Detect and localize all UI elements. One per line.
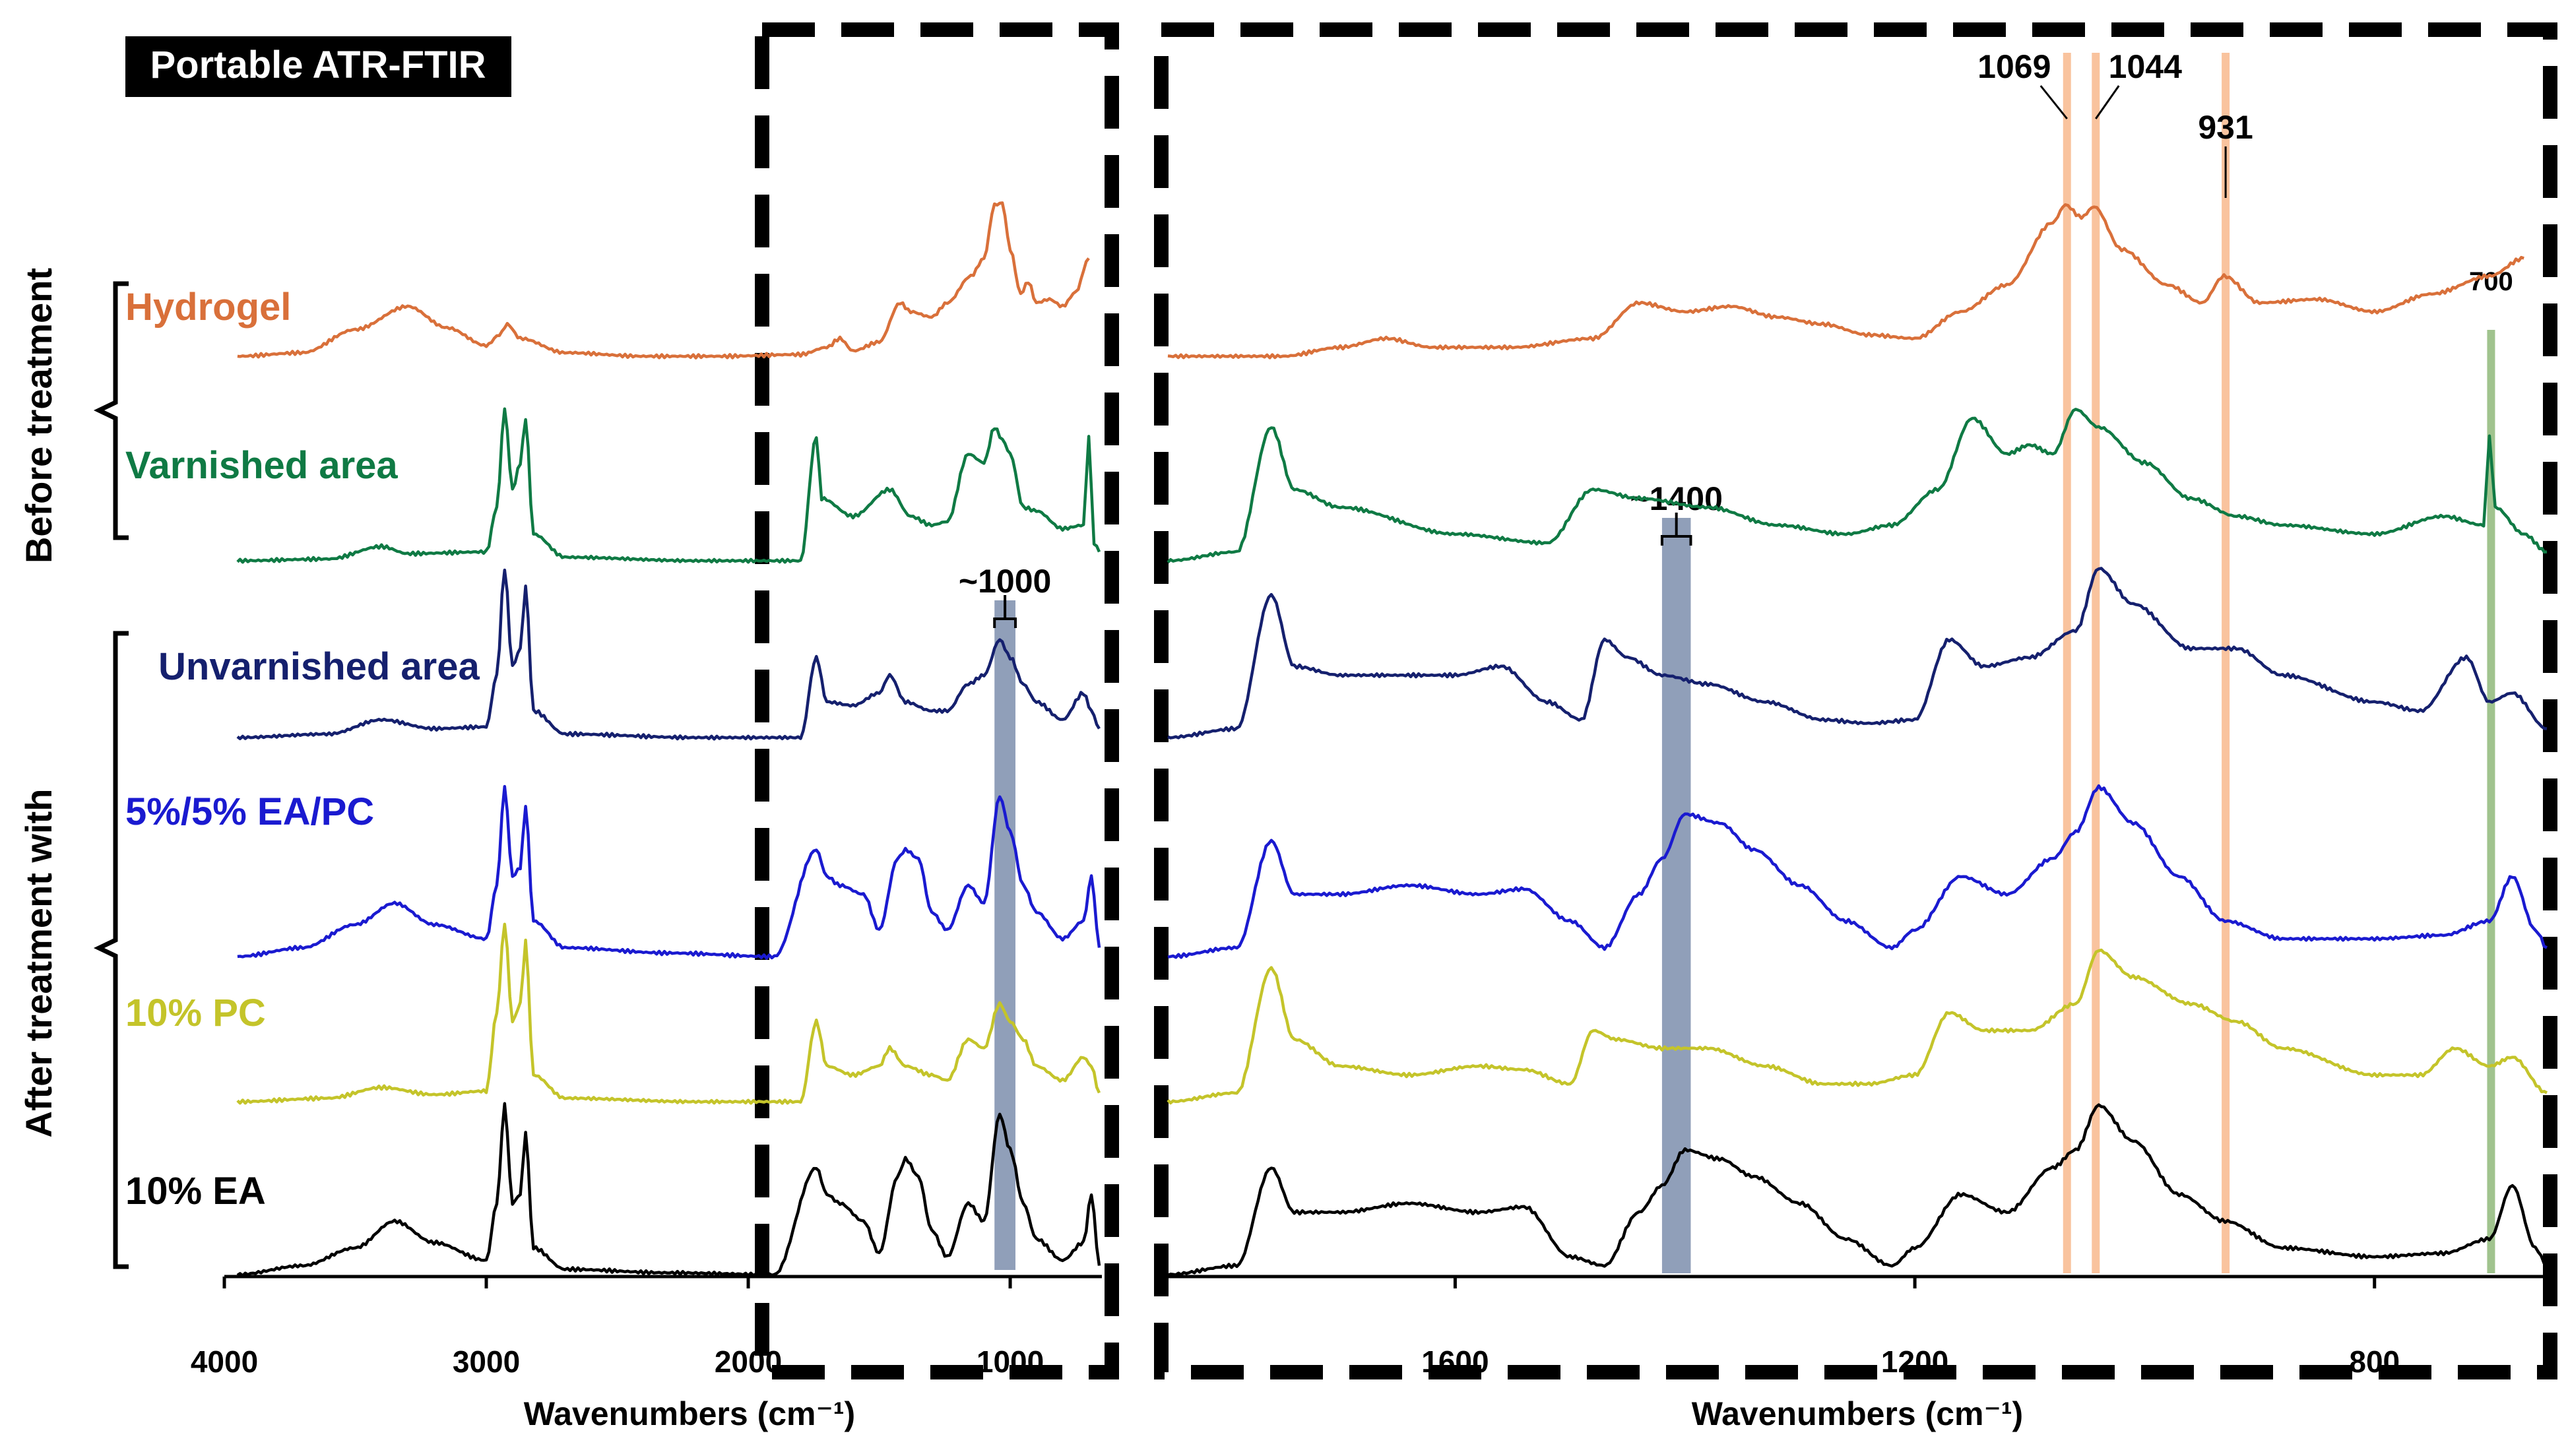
series-labels: Hydrogel Varnished area Unvarnished area 5%… (125, 286, 480, 1213)
x-tick-label-zoom-1200: 1200 (1881, 1345, 1948, 1379)
band-label-1044: 1044 (2109, 48, 2182, 85)
x-axis-title-full: Wavenumbers (cm⁻¹) (524, 1395, 855, 1432)
series-label-5-5-ea-pc: 5%/5% EA/PC (125, 790, 374, 833)
band-marker-1400 (1660, 513, 1692, 546)
series-zoom-10-pc (1167, 948, 2548, 1105)
series-zoom-hydrogel (1167, 203, 2524, 360)
chart-title-background (125, 36, 511, 97)
x-tick-label-zoom-800: 800 (2349, 1345, 2400, 1379)
x-tick-label-full-2000: 2000 (715, 1345, 782, 1379)
band-1044 (2092, 53, 2100, 1273)
band-1069 (2063, 53, 2071, 1273)
series-label-10-ea: 10% EA (125, 1170, 266, 1213)
x-tick-label-full-3000: 3000 (453, 1345, 520, 1379)
series-zoom-5-5-ea-pc (1167, 784, 2548, 959)
band-931 (2222, 53, 2230, 1273)
x-tick-label-zoom-1600: 1600 (1421, 1345, 1489, 1379)
series-full-unvarnished-area (236, 568, 1101, 741)
band-700 (2487, 330, 2495, 1273)
bracket-before (93, 281, 129, 540)
band-label-931: 931 (2198, 109, 2253, 146)
band-pointer-1069 (2039, 85, 2068, 119)
group-label-after: After treatment with (18, 789, 59, 1138)
group-label-before: Before treatment (18, 268, 59, 563)
zoom-panel-box (1154, 22, 2557, 1379)
series-label-varnished-area: Varnished area (125, 444, 398, 487)
band-label-700: 700 (2469, 267, 2513, 296)
band-pointer-1044 (2095, 85, 2120, 119)
panel-full-spectrum: ~1000 4000 3000 2000 1000 Wavenumbers (cm⁻¹) (191, 201, 1102, 1432)
band-label-1000: ~1000 (959, 563, 1051, 600)
series-zoom-varnished-area (1167, 408, 2548, 563)
zoom-region-box (755, 22, 1119, 1379)
chart-title-text: Portable ATR-FTIR (150, 44, 486, 86)
band-marker-1000 (993, 595, 1017, 628)
series-full-10-pc (236, 922, 1101, 1105)
series-label-10-pc: 10% PC (125, 992, 266, 1034)
x-axis-title-zoom: Wavenumbers (cm⁻¹) (1692, 1395, 2023, 1432)
x-tick-label-full-1000: 1000 (977, 1345, 1044, 1379)
band-1000 (994, 600, 1015, 1270)
series-full-5-5-ea-pc (237, 784, 1101, 960)
series-full-hydrogel (237, 201, 1090, 360)
chart-title: Portable ATR-FTIR (125, 36, 511, 97)
bracket-after (93, 631, 129, 1269)
series-zoom-10-ea (1167, 1103, 2548, 1277)
band-1400 (1661, 518, 1691, 1273)
series-zoom-unvarnished-area (1167, 567, 2548, 740)
series-label-unvarnished-area: Unvarnished area (158, 645, 480, 688)
series-label-hydrogel: Hydrogel (125, 286, 291, 329)
series-full-varnished-area (236, 407, 1101, 564)
band-label-1069: 1069 (1977, 48, 2051, 85)
series-full-10-ea (236, 1102, 1101, 1277)
x-tick-label-full-4000: 4000 (191, 1345, 258, 1379)
